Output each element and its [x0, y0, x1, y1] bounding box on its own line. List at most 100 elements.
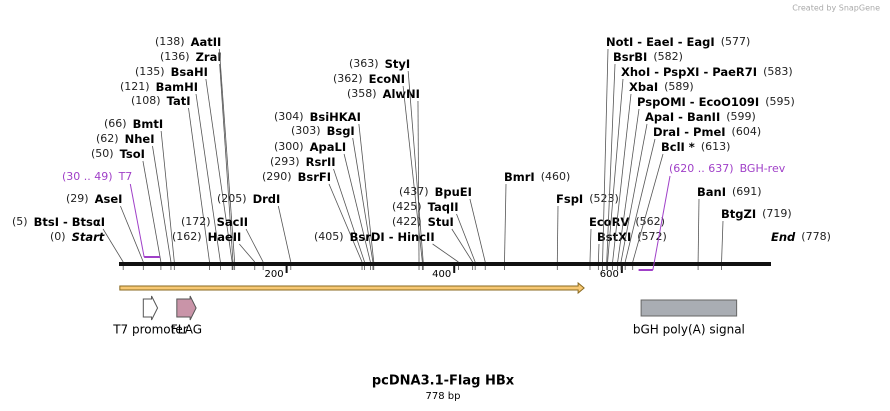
label-position: (613)	[701, 140, 731, 153]
label-position: (577)	[721, 35, 751, 48]
site-line	[697, 198, 700, 263]
site-label: (66) BmtI	[104, 117, 163, 131]
tick-label: 400	[432, 269, 451, 280]
feature-label: FLAG	[171, 323, 202, 337]
label-name: BpuEI	[435, 185, 472, 199]
site-label: (304) BsiHKAI	[274, 110, 361, 124]
primer-bar	[638, 269, 653, 271]
site-line	[205, 78, 233, 263]
site-line	[602, 48, 609, 263]
site-line	[620, 123, 648, 263]
site-line	[160, 130, 175, 263]
label-position: (66)	[104, 117, 127, 130]
label-name: TaqII	[428, 200, 459, 214]
label-position: (358)	[347, 87, 377, 100]
site-label: DraI - PmeI (604)	[653, 125, 761, 139]
site-line	[721, 220, 724, 263]
label-position: (460)	[541, 170, 571, 183]
site-line	[456, 213, 476, 263]
site-line	[358, 123, 375, 263]
label-name: AseI	[95, 192, 123, 206]
feature	[119, 281, 585, 295]
primer-bar	[144, 256, 161, 258]
label-position: (135)	[135, 65, 165, 78]
primer-label: (620 .. 637) BGH-rev	[669, 162, 786, 175]
primer-range: (620 .. 637)	[669, 162, 734, 175]
label-position: (437)	[399, 185, 429, 198]
primer-name: T7	[118, 170, 133, 183]
label-position: (303)	[291, 124, 321, 137]
site-label: (172) SacII	[181, 215, 248, 229]
site-label: (62) NheI	[96, 132, 154, 146]
site-line	[612, 93, 632, 263]
site-line	[142, 160, 162, 263]
site-line	[632, 153, 664, 263]
label-position: (583)	[763, 65, 793, 78]
site-label: (293) RsrII	[270, 155, 336, 169]
site-label: NotI - EaeI - EagI (577)	[606, 35, 750, 49]
site-line	[589, 228, 592, 263]
label-position: (425)	[392, 200, 422, 213]
site-label: BsrBI (582)	[613, 50, 683, 64]
site-line	[343, 153, 371, 263]
site-label: (108) TatI	[131, 94, 191, 108]
label-name: DrdI	[253, 192, 281, 206]
label-name: AatII	[191, 35, 222, 49]
label-name: HaeII	[208, 230, 242, 244]
site-line	[556, 205, 559, 263]
site-line	[333, 168, 365, 263]
feature	[176, 295, 197, 321]
site-line	[239, 243, 256, 263]
site-label: XbaI (589)	[629, 80, 694, 94]
site-line	[617, 108, 640, 263]
site-label: (303) BsgI	[291, 124, 355, 138]
site-line	[152, 145, 172, 263]
site-line	[504, 183, 507, 263]
site-label: (363) StyI	[349, 57, 410, 71]
site-label: (362) EcoNI	[333, 72, 405, 86]
label-name: BanI	[697, 185, 726, 199]
label-position: (290)	[262, 170, 292, 183]
label-name: EcoNI	[369, 72, 405, 86]
label-name: TatI	[167, 94, 191, 108]
label-name: NotI - EaeI - EagI	[606, 35, 715, 49]
end-label: End (778)	[771, 230, 831, 244]
site-label: PspOMI - EcoO109I (595)	[637, 95, 795, 109]
label-position: (300)	[274, 140, 304, 153]
label-name: BmrI	[504, 170, 535, 184]
label-position: (5)	[12, 215, 28, 228]
site-label: (50) TsoI	[91, 147, 145, 161]
backbone	[119, 262, 771, 266]
label-name: DraI - PmeI	[653, 125, 726, 139]
primer-label: (30 .. 49) T7	[62, 170, 132, 183]
label-position: (29)	[66, 192, 89, 205]
site-label: BmrI (460)	[504, 170, 570, 184]
label-name: FspI	[556, 192, 583, 206]
feature-label: T7 promoter	[112, 323, 188, 337]
label-name: BamHI	[156, 80, 198, 94]
label-name: ZraI	[196, 50, 222, 64]
primer-line	[129, 183, 145, 258]
label-position: (293)	[270, 155, 300, 168]
label-name: BsrFI	[298, 170, 331, 184]
label-name: TsoI	[120, 147, 145, 161]
site-line	[219, 63, 234, 263]
label-position: (136)	[160, 50, 190, 63]
site-line	[597, 243, 600, 263]
label-position: (205)	[217, 192, 247, 205]
site-label: (138) AatII	[155, 35, 221, 49]
site-label: (405) BsrDI - HincII	[314, 230, 435, 244]
label-name: BtgZI	[721, 207, 756, 221]
site-line	[195, 93, 221, 263]
label-position: (363)	[349, 57, 379, 70]
site-label: BclI * (613)	[661, 140, 730, 154]
site-label: (162) HaeII	[172, 230, 241, 244]
label-position: (138)	[155, 35, 185, 48]
label-name: EcoRV	[589, 215, 629, 229]
label-name: AlwNI	[383, 87, 420, 101]
primer-line	[652, 175, 671, 271]
label-position: (691)	[732, 185, 762, 198]
site-line	[606, 63, 616, 263]
label-name: XbaI	[629, 80, 658, 94]
